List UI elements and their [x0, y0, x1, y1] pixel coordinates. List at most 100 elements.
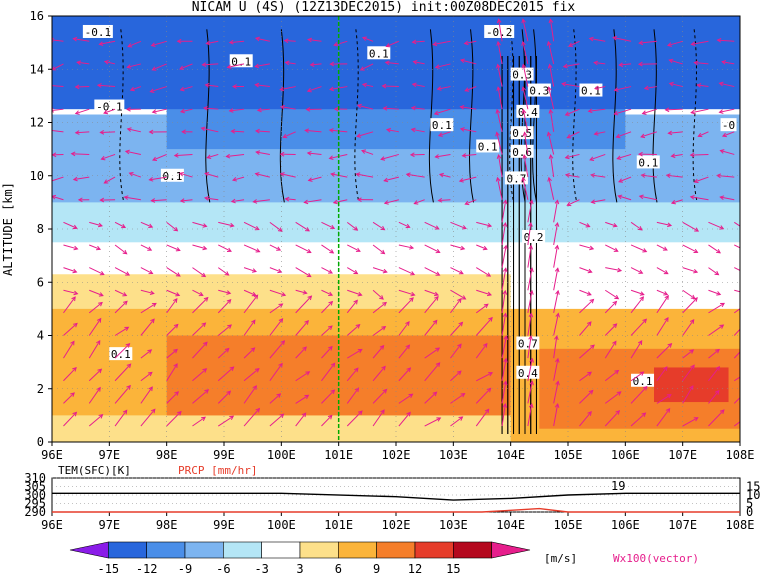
x-tick-label-9: 105E — [554, 448, 583, 462]
wind-vector-396 — [630, 412, 646, 427]
wind-vector-head-418 — [664, 316, 669, 322]
wind-vector-265 — [411, 128, 425, 133]
wind-vector-125 — [206, 40, 219, 45]
wind-vector-head-217 — [382, 388, 388, 394]
wind-vector-279 — [450, 221, 467, 229]
wind-vector-head-300 — [461, 153, 467, 158]
wind-vector-367 — [579, 267, 592, 273]
wind-vector-head-434 — [690, 364, 695, 370]
wind-vector-head-359 — [548, 18, 554, 24]
wind-vector-head-378 — [615, 410, 621, 415]
wind-vector-head-155 — [254, 172, 260, 177]
wind-vector-188 — [321, 244, 334, 254]
contour-label-16: -0 — [722, 119, 735, 132]
wind-vector-288 — [475, 408, 490, 427]
wind-vector-head-215 — [333, 42, 339, 47]
wind-vector-388 — [591, 199, 606, 203]
wind-vector-206 — [347, 244, 361, 252]
wind-vector-153 — [269, 221, 283, 232]
wind-vector-131 — [243, 294, 258, 314]
wind-vector-head-328 — [528, 312, 534, 318]
wind-vector-head-55 — [148, 386, 153, 392]
wind-vector-head-259 — [435, 271, 441, 276]
wind-vector-head-454 — [719, 324, 725, 329]
wind-vector-4 — [63, 323, 78, 336]
y-tick-label-4: 8 — [37, 222, 44, 236]
wind-vector-head-194 — [305, 107, 311, 112]
x-tick-label-11: 107E — [668, 448, 697, 462]
wind-vector-head-69 — [129, 86, 135, 92]
wind-vector-458 — [708, 244, 721, 254]
sub-left-tick-0: 290 — [24, 505, 46, 519]
wind-vector-120 — [207, 153, 219, 159]
wind-vector-175 — [283, 131, 296, 138]
wind-vector-head-448 — [668, 58, 674, 64]
wind-vector-365 — [579, 299, 594, 314]
wind-vector-281 — [439, 173, 451, 178]
wind-vector-375 — [562, 83, 580, 88]
wind-vector-head-352 — [547, 176, 552, 182]
wind-vector-36 — [114, 410, 128, 427]
wind-vector-head-286 — [434, 64, 440, 69]
wind-vector-head-444 — [670, 153, 676, 159]
wind-vector-head-102 — [173, 153, 179, 158]
wind-vector-head-61 — [148, 269, 154, 275]
wind-vector-77 — [166, 298, 178, 314]
wind-vector-head-363 — [590, 344, 595, 350]
wind-vector-422 — [656, 244, 668, 251]
shade-band-11 — [52, 16, 740, 110]
wind-vector-122 — [203, 107, 219, 110]
wind-vector-head-57 — [147, 349, 153, 354]
wind-vector-53 — [99, 40, 116, 45]
wind-vector-head-140 — [228, 108, 234, 113]
colorbar-tick-3: -6 — [216, 562, 230, 575]
contour-label-bg-4 — [484, 24, 515, 38]
wind-vector-head-96 — [198, 291, 204, 297]
wind-vector-69 — [130, 86, 142, 91]
wind-vector-456 — [708, 289, 721, 295]
wind-vector-418 — [656, 317, 669, 336]
wind-vector-323 — [498, 19, 503, 42]
wind-vector-240 — [398, 289, 415, 296]
wind-vector-head-128 — [254, 367, 260, 373]
wind-vector-285 — [437, 86, 451, 90]
wind-vector-1 — [63, 392, 75, 404]
wind-vector-head-273 — [457, 343, 462, 349]
wind-vector-112 — [217, 324, 232, 336]
wind-vector-454 — [708, 324, 724, 336]
wind-vector-57 — [140, 349, 152, 359]
wind-vector-463 — [698, 131, 709, 137]
contour-label-1: 0.1 — [231, 55, 251, 68]
wind-vector-192 — [307, 152, 322, 155]
wind-vector-244 — [384, 199, 399, 204]
wind-vector-head-245 — [383, 177, 389, 183]
wind-vector-head-274 — [458, 321, 464, 327]
wind-vector-head-278 — [460, 245, 466, 251]
wind-vector-head-27 — [97, 222, 103, 228]
wind-vector-head-156 — [255, 150, 261, 155]
colorbar-swatch-7 — [338, 541, 377, 559]
wind-vector-425 — [641, 174, 657, 178]
wind-vector-head-79 — [175, 272, 181, 277]
wind-vector-head-428 — [641, 110, 647, 115]
wind-vector-164 — [295, 371, 310, 382]
wind-vector-head-288 — [484, 408, 490, 414]
wind-vector-head-134 — [255, 248, 261, 253]
wind-vector-176 — [280, 106, 296, 110]
sub-right-tick-3: 15 — [746, 480, 760, 494]
wind-vector-head-186 — [328, 291, 334, 296]
wind-vector-head-153 — [277, 227, 283, 232]
wind-vector-head-50 — [103, 109, 109, 115]
wind-vector-81 — [166, 221, 178, 232]
wind-vector-head-196 — [309, 62, 315, 67]
wind-vector-head-179 — [283, 38, 289, 44]
wind-vector-438 — [682, 289, 696, 299]
wind-vector-341 — [522, 19, 529, 42]
contour-label-19: 0.1 — [111, 348, 131, 361]
wind-vector-head-376 — [562, 63, 568, 69]
wind-vector-head-450 — [719, 409, 725, 415]
wind-vector-head-324 — [528, 402, 534, 408]
wind-vector-23 — [88, 302, 103, 314]
wind-vector-head-104 — [179, 108, 185, 114]
wind-vector-93 — [192, 341, 208, 359]
